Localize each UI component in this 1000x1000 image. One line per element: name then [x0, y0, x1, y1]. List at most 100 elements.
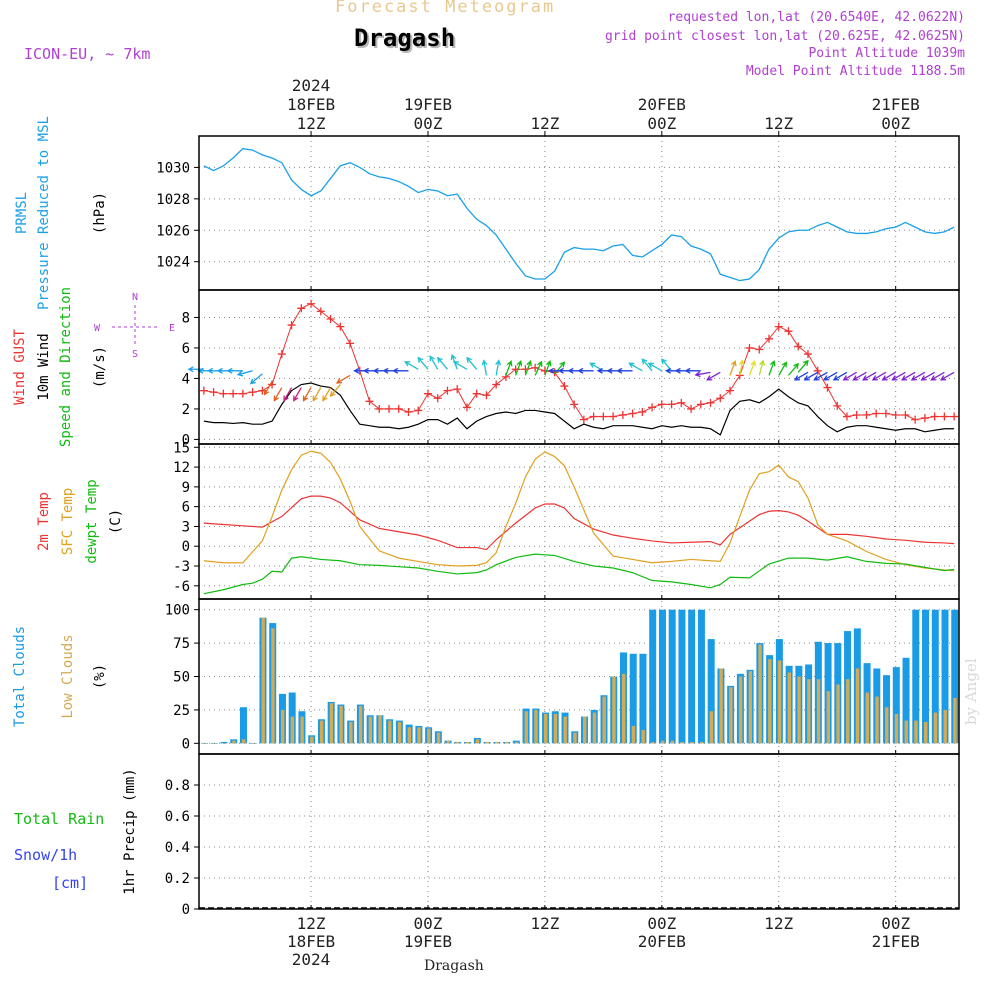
- low-cloud-bar: [524, 711, 528, 744]
- low-cloud-bar: [846, 679, 850, 744]
- wind-arrow: [738, 359, 745, 376]
- y-tick-label: 2: [182, 402, 190, 418]
- gust-marker: [482, 391, 491, 400]
- gust-marker: [765, 334, 773, 343]
- low-cloud-bar: [768, 659, 772, 744]
- low-cloud-bar: [446, 740, 450, 744]
- compass-e: E: [169, 323, 175, 334]
- wind-arrow: [577, 367, 594, 374]
- panel-unit: (C): [108, 509, 124, 534]
- bottom-time-label: 00Z: [647, 914, 676, 933]
- precip-axis-label: 1hr Precip (mm): [122, 768, 138, 894]
- y-tick-label: 1026: [156, 223, 190, 239]
- gust-marker: [813, 366, 822, 375]
- low-cloud-bar: [505, 741, 509, 744]
- gust-marker: [755, 345, 764, 354]
- low-cloud-bar: [222, 743, 226, 744]
- y-tick-label: 100: [165, 603, 190, 619]
- low-cloud-bar: [807, 679, 811, 744]
- low-cloud-bar: [514, 741, 519, 744]
- top-time-label: 12Z: [530, 114, 559, 133]
- low-cloud-bar: [456, 741, 460, 744]
- low-cloud-bar: [417, 727, 421, 744]
- low-cloud-bar: [563, 716, 567, 744]
- wind-arrow: [778, 361, 787, 376]
- low-cloud-bar: [583, 716, 587, 744]
- total-cloud-bar: [629, 653, 637, 744]
- gust-marker: [346, 339, 355, 348]
- low-cloud-bar: [553, 713, 558, 744]
- wind-arrow: [616, 367, 633, 374]
- wind-arrow: [797, 359, 809, 373]
- gust-marker: [745, 343, 754, 352]
- gust-marker: [774, 322, 783, 331]
- low-cloud-bar: [777, 660, 782, 744]
- low-cloud-bar: [738, 676, 743, 744]
- low-cloud-bar: [427, 728, 431, 744]
- point-altitude: Point Altitude 1039m: [808, 46, 965, 61]
- wind-arrow: [803, 371, 819, 381]
- wind-arrow: [930, 371, 945, 381]
- y-tick-label: 15: [173, 440, 190, 456]
- top-time-label: 00Z: [881, 114, 910, 133]
- total-cloud-bar: [951, 609, 959, 744]
- gust-marker: [706, 398, 715, 407]
- low-cloud-bar: [621, 673, 626, 744]
- low-cloud-bar: [924, 721, 928, 744]
- y-tick-label: 25: [173, 703, 190, 719]
- low-cloud-bar: [241, 739, 246, 744]
- panel-label: Wind GUST: [12, 329, 28, 405]
- wind-arrow: [293, 387, 302, 402]
- low-cloud-bar: [378, 715, 382, 744]
- gust-marker: [618, 411, 627, 420]
- panel-label: 10m Wind: [36, 333, 52, 400]
- gust-marker: [842, 412, 851, 421]
- wind-arrow: [694, 371, 711, 378]
- gust-marker: [638, 407, 647, 416]
- panel-label: 2m Temp: [36, 492, 52, 551]
- low-cloud-bar: [319, 720, 324, 744]
- compass-n: N: [132, 292, 138, 303]
- wind-arrow: [832, 371, 848, 381]
- low-cloud-bar: [855, 668, 860, 744]
- wind-arrow: [706, 371, 721, 381]
- low-cloud-bar: [729, 687, 733, 744]
- bottom-time-label: 12Z: [764, 914, 793, 933]
- low-cloud-bar: [816, 679, 821, 744]
- low-cloud-bar: [660, 740, 665, 744]
- wind-arrow: [852, 371, 867, 381]
- wind-arrow: [813, 371, 828, 381]
- gust-marker: [726, 386, 735, 395]
- panel-label: Speed and Direction: [58, 287, 74, 447]
- top-time-label: 21FEB: [872, 95, 920, 114]
- wind-arrow: [236, 370, 253, 377]
- bottom-time-label: 20FEB: [638, 932, 686, 951]
- total-cloud-bar: [912, 609, 920, 744]
- low-cloud-bar: [232, 740, 236, 744]
- y-tick-label: 6: [182, 341, 190, 357]
- pressure-line: [203, 147, 955, 282]
- wind-arrow: [404, 361, 419, 370]
- gust-marker: [209, 388, 218, 397]
- wind-arrow: [249, 373, 263, 385]
- wind-arrow: [748, 360, 757, 376]
- gust-marker: [657, 400, 666, 409]
- gust-marker: [579, 415, 588, 424]
- wind-arrow: [900, 371, 916, 381]
- product-title: Forecast Meteogram: [335, 0, 556, 17]
- gust-marker: [891, 411, 900, 420]
- low-cloud-bar: [651, 741, 655, 744]
- gust-marker: [219, 389, 228, 398]
- low-cloud-bar: [271, 628, 275, 744]
- top-time-label: 12Z: [764, 114, 793, 133]
- gust-marker: [336, 322, 345, 331]
- wind-arrow: [842, 371, 858, 381]
- panel-label: dewpt Temp: [84, 479, 100, 563]
- gust-marker: [540, 366, 549, 375]
- top-time-label: 18FEB: [287, 95, 335, 114]
- low-cloud-bar: [914, 720, 918, 744]
- wind-arrow: [302, 387, 312, 402]
- panel-unit: (%): [92, 664, 108, 689]
- low-cloud-bar: [943, 709, 947, 744]
